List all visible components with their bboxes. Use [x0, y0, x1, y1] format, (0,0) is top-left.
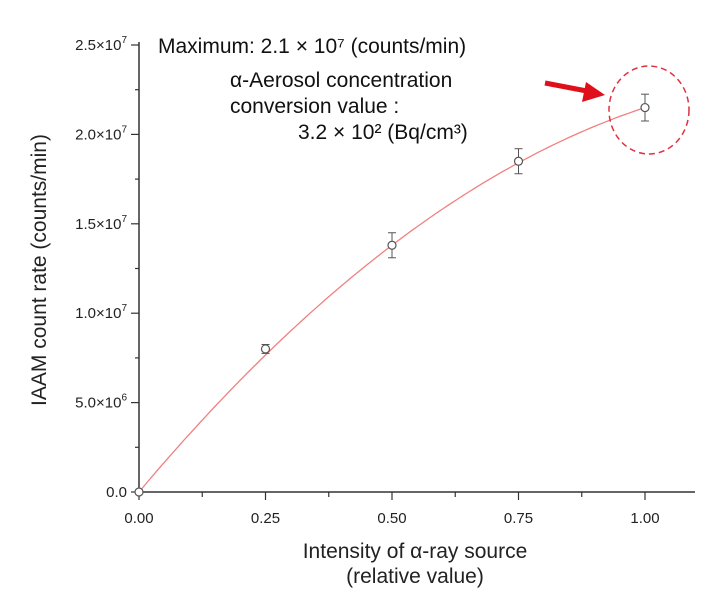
y-tick-label: 2.0×107 — [75, 124, 127, 143]
data-point — [387, 232, 397, 259]
conversion-annotation-line1: α-Aerosol concentration — [230, 69, 453, 92]
x-tick-label: 0.50 — [377, 510, 406, 527]
arrow-head-icon — [582, 82, 605, 102]
point-marker — [387, 240, 397, 250]
fit-curve — [138, 106, 646, 493]
x-axis-label: Intensity of α-ray source — [303, 540, 528, 563]
y-tick-label: 5.0×106 — [75, 393, 127, 412]
y-tick-label: 0.0 — [106, 484, 127, 501]
arrow-shaft — [544, 80, 593, 95]
y-tick-label: 1.0×107 — [75, 303, 127, 322]
data-point — [640, 93, 650, 122]
maximum-annotation: Maximum: 2.1 × 10⁷ (counts/min) — [158, 35, 467, 58]
point-marker — [640, 102, 650, 113]
highlight-circle — [608, 65, 690, 155]
x-tick-label: 0.25 — [251, 510, 280, 527]
data-point — [134, 487, 144, 497]
x-tick-label: 1.00 — [630, 510, 659, 527]
point-marker — [513, 156, 524, 166]
x-tick-label: 0.00 — [124, 510, 153, 527]
data-point — [513, 148, 524, 175]
point-marker — [260, 344, 271, 354]
data-point — [260, 343, 271, 354]
conversion-annotation-line3: 3.2 × 10² (Bq/cm³) — [298, 121, 468, 144]
y-tick-label: 2.5×107 — [75, 35, 127, 54]
y-axis-label: IAAM count rate (counts/min) — [28, 134, 51, 406]
conversion-annotation-line2: conversion value : — [230, 95, 400, 118]
y-tick-label: 1.5×107 — [75, 214, 127, 233]
x-tick-label: 0.75 — [504, 510, 533, 527]
point-marker — [134, 487, 144, 497]
x-axis-label: (relative value) — [346, 565, 484, 588]
